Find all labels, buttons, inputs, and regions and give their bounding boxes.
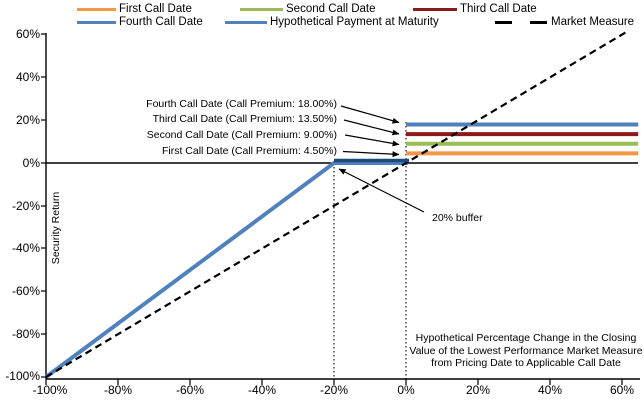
y-tick-label: -100%: [5, 369, 40, 383]
legend-sample-third-call: [413, 8, 457, 11]
callout-second-call: Second Call Date (Call Premium: 9.00%): [146, 128, 337, 141]
x-tick-label: -80%: [103, 383, 132, 397]
arrow-buffer: [338, 168, 425, 213]
callout-arrows: [338, 105, 425, 213]
y-tick-label: 0%: [22, 156, 40, 170]
legend-sample-fourth-call: [77, 21, 116, 24]
legend-label-second-call: Second Call Date: [286, 3, 376, 15]
y-tick-label: -20%: [11, 199, 40, 213]
y-tick-label: 60%: [15, 27, 40, 41]
legend-label-fourth-call: Fourth Call Date: [119, 16, 203, 28]
x-tick-label: -40%: [247, 383, 276, 397]
x-tick-label: -60%: [175, 383, 204, 397]
x-tick-label: 60%: [609, 383, 635, 397]
buffer-label: 20% buffer: [432, 212, 483, 224]
x-axis-title-line: Value of the Lowest Performance Market M…: [409, 344, 643, 357]
arrow-third-call: [343, 119, 400, 136]
legend-sample-market-dash2: [530, 21, 547, 24]
x-tick-label: 0%: [397, 383, 415, 397]
arrow-second-call: [344, 134, 400, 147]
legend-sample-maturity: [225, 21, 267, 24]
callout-first-call: First Call Date (Call Premium: 4.50%): [161, 145, 337, 157]
x-axis-title-line: Hypothetical Percentage Change in the Cl…: [415, 332, 637, 344]
legend-sample-second-call: [240, 8, 283, 11]
legend-label-maturity: Hypothetical Payment at Maturity: [270, 16, 439, 28]
callout-third-call: Third Call Date (Call Premium: 13.50%): [152, 113, 337, 125]
y-tick-label: -40%: [11, 241, 40, 255]
legend-label-first-call: First Call Date: [119, 3, 192, 15]
x-tick-label: 40%: [537, 383, 563, 397]
series-layer: [44, 29, 639, 379]
y-tick-label: 40%: [15, 70, 40, 84]
x-tick-label: -100%: [32, 383, 68, 397]
x-axis-title-line: from Pricing Date to Applicable Call Dat…: [431, 357, 621, 369]
x-tick-label: 20%: [465, 383, 491, 397]
legend-sample-market-dash1: [495, 21, 512, 24]
y-axis-title: Security Return: [50, 191, 62, 265]
legend-label-third-call: Third Call Date: [460, 3, 537, 15]
series-market-measure: [45, 29, 630, 378]
arrow-first-call: [342, 150, 400, 158]
series-hypothetical-payment-at-maturity: [44, 161, 408, 379]
legend-label-market: Market Measure: [551, 16, 635, 28]
overlay: [334, 105, 425, 213]
arrow-fourth-call: [340, 105, 400, 124]
x-axis-ticks: [45, 379, 623, 385]
y-tick-label: -80%: [11, 327, 40, 341]
x-axis-title: Hypothetical Percentage Change in the Cl…: [406, 332, 644, 370]
y-axis-ticks: [41, 33, 46, 378]
legend-sample-first-call: [77, 8, 116, 11]
y-tick-label: 20%: [15, 113, 40, 127]
x-tick-label: -20%: [319, 383, 348, 397]
callout-fourth-call: Fourth Call Date (Call Premium: 18.00%): [146, 98, 337, 110]
y-tick-label: -60%: [11, 284, 40, 298]
